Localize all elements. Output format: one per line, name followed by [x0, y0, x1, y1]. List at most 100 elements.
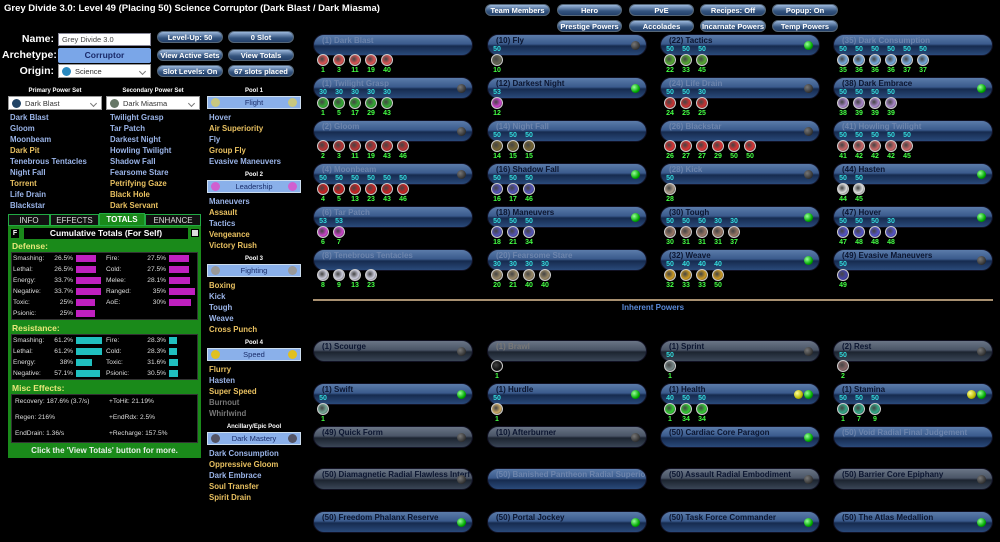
- status-light-icon[interactable]: [631, 390, 640, 399]
- power-list-item[interactable]: Petrifying Gaze: [110, 179, 167, 188]
- status-light-icon[interactable]: [977, 475, 986, 484]
- status-light-icon[interactable]: [977, 213, 986, 222]
- power-bar[interactable]: (1) Swift: [313, 383, 473, 405]
- power-bar[interactable]: (10) Fly: [487, 34, 647, 56]
- power-list-item[interactable]: Twilight Grasp: [110, 113, 164, 122]
- enhancement-slot-icon[interactable]: [712, 140, 724, 152]
- status-light-icon[interactable]: [804, 170, 813, 179]
- enhancement-slot-icon[interactable]: [491, 183, 503, 195]
- status-light-icon[interactable]: [457, 170, 466, 179]
- power-list-item[interactable]: Whirlwind: [209, 409, 247, 418]
- power-bar[interactable]: (49) Evasive Maneuvers: [833, 249, 993, 271]
- enhancement-slot-icon[interactable]: [664, 226, 676, 238]
- enhancement-slot-icon[interactable]: [837, 269, 849, 281]
- power-bar[interactable]: (1) Stamina: [833, 383, 993, 405]
- slots-placed-button[interactable]: 67 slots placed: [228, 65, 294, 77]
- enhancement-slot-icon[interactable]: [664, 403, 676, 415]
- enhancement-slot-icon[interactable]: [680, 226, 692, 238]
- power-list-item[interactable]: Spirit Drain: [209, 493, 252, 502]
- enhancement-slot-icon[interactable]: [680, 97, 692, 109]
- power-list-item[interactable]: Cross Punch: [209, 325, 258, 334]
- level-up-button[interactable]: Level-Up: 50: [157, 31, 223, 43]
- enhancement-slot-icon[interactable]: [853, 140, 865, 152]
- power-list-item[interactable]: Dark Blast: [10, 113, 49, 122]
- power-bar[interactable]: (1) Sprint: [660, 340, 820, 362]
- tab-effects[interactable]: EFFECTS: [50, 214, 99, 226]
- power-bar[interactable]: (38) Dark Embrace: [833, 77, 993, 99]
- status-light-icon[interactable]: [631, 518, 640, 527]
- status-light-icon[interactable]: [804, 256, 813, 265]
- power-list-item[interactable]: Dark Consumption: [209, 449, 279, 458]
- primary-set-select[interactable]: Dark Blast: [8, 96, 102, 110]
- status-light-icon[interactable]: [457, 84, 466, 93]
- power-list-item[interactable]: Super Speed: [209, 387, 257, 396]
- power-list-item[interactable]: Evasive Maneuvers: [209, 157, 281, 166]
- power-bar[interactable]: (50) The Atlas Medallion: [833, 511, 993, 533]
- enhancement-slot-icon[interactable]: [349, 140, 361, 152]
- enhancement-slot-icon[interactable]: [744, 140, 756, 152]
- power-bar[interactable]: (22) Tactics: [660, 34, 820, 56]
- status-light-icon[interactable]: [804, 433, 813, 442]
- enhancement-slot-icon[interactable]: [523, 140, 535, 152]
- power-list-item[interactable]: Gloom: [10, 124, 35, 133]
- status-light-icon[interactable]: [804, 84, 813, 93]
- enhancement-slot-icon[interactable]: [869, 403, 881, 415]
- power-bar[interactable]: (6) Tar Patch: [313, 206, 473, 228]
- enhancement-slot-icon[interactable]: [365, 269, 377, 281]
- enhancement-slot-icon[interactable]: [664, 140, 676, 152]
- power-bar[interactable]: (10) Afterburner: [487, 426, 647, 448]
- enhancement-slot-icon[interactable]: [853, 403, 865, 415]
- origin-select[interactable]: Science: [58, 64, 151, 78]
- status-light-icon[interactable]: [457, 433, 466, 442]
- enhancement-slot-icon[interactable]: [491, 226, 503, 238]
- tab-enhance[interactable]: ENHANCE: [145, 214, 201, 226]
- power-bar[interactable]: (35) Dark Consumption: [833, 34, 993, 56]
- power-bar[interactable]: (24) Life Drain: [660, 77, 820, 99]
- power-list-item[interactable]: Boxing: [209, 281, 236, 290]
- enhancement-slot-icon[interactable]: [491, 54, 503, 66]
- power-list-item[interactable]: Hover: [209, 113, 232, 122]
- enhancement-slot-icon[interactable]: [712, 226, 724, 238]
- power-bar[interactable]: (26) Blackstar: [660, 120, 820, 142]
- popup-button[interactable]: Popup: On: [772, 4, 838, 16]
- enhancement-slot-icon[interactable]: [491, 269, 503, 281]
- power-list-item[interactable]: Oppressive Gloom: [209, 460, 279, 469]
- power-bar[interactable]: (50) Assault Radial Embodiment: [660, 468, 820, 490]
- enhancement-slot-icon[interactable]: [523, 183, 535, 195]
- power-list-item[interactable]: Group Fly: [209, 146, 246, 155]
- power-bar[interactable]: (28) Kick: [660, 163, 820, 185]
- status-light-icon[interactable]: [977, 256, 986, 265]
- enhancement-slot-icon[interactable]: [680, 269, 692, 281]
- enhancement-slot-icon[interactable]: [885, 97, 897, 109]
- power-list-item[interactable]: Blackstar: [10, 201, 46, 210]
- power-bar[interactable]: (1) Dark Blast: [313, 34, 473, 56]
- enhancement-slot-icon[interactable]: [507, 140, 519, 152]
- power-bar[interactable]: (1) Twilight Grasp: [313, 77, 473, 99]
- enhancement-slot-icon[interactable]: [317, 140, 329, 152]
- status-light-icon[interactable]: [804, 41, 813, 50]
- power-bar[interactable]: (18) Maneuvers: [487, 206, 647, 228]
- enhancement-slot-icon[interactable]: [491, 403, 503, 415]
- enhancement-slot-icon[interactable]: [696, 140, 708, 152]
- power-list-item[interactable]: Darkest Night: [110, 135, 161, 144]
- status-light-icon[interactable]: [631, 170, 640, 179]
- enhancement-slot-icon[interactable]: [837, 140, 849, 152]
- enhancement-slot-icon[interactable]: [837, 360, 849, 372]
- enhancement-slot-icon[interactable]: [333, 183, 345, 195]
- power-list-item[interactable]: Dark Embrace: [209, 471, 262, 480]
- enhancement-slot-icon[interactable]: [901, 54, 913, 66]
- status-light-icon[interactable]: [457, 127, 466, 136]
- popout-icon[interactable]: [191, 229, 199, 237]
- power-bar[interactable]: (50) Banished Pantheon Radial Superio: [487, 468, 647, 490]
- enhancement-slot-icon[interactable]: [853, 183, 865, 195]
- recipes-button[interactable]: Recipes: Off: [700, 4, 766, 16]
- enhancement-slot-icon[interactable]: [837, 54, 849, 66]
- power-list-item[interactable]: Assault: [209, 208, 238, 217]
- power-list-item[interactable]: Night Fall: [10, 168, 46, 177]
- status-light-icon[interactable]: [804, 390, 813, 399]
- power-list-item[interactable]: Fly: [209, 135, 221, 144]
- enhancement-slot-icon[interactable]: [349, 183, 361, 195]
- enhancement-slot-icon[interactable]: [507, 183, 519, 195]
- power-list-item[interactable]: Dark Servant: [110, 201, 159, 210]
- power-list-item[interactable]: Tar Patch: [110, 124, 145, 133]
